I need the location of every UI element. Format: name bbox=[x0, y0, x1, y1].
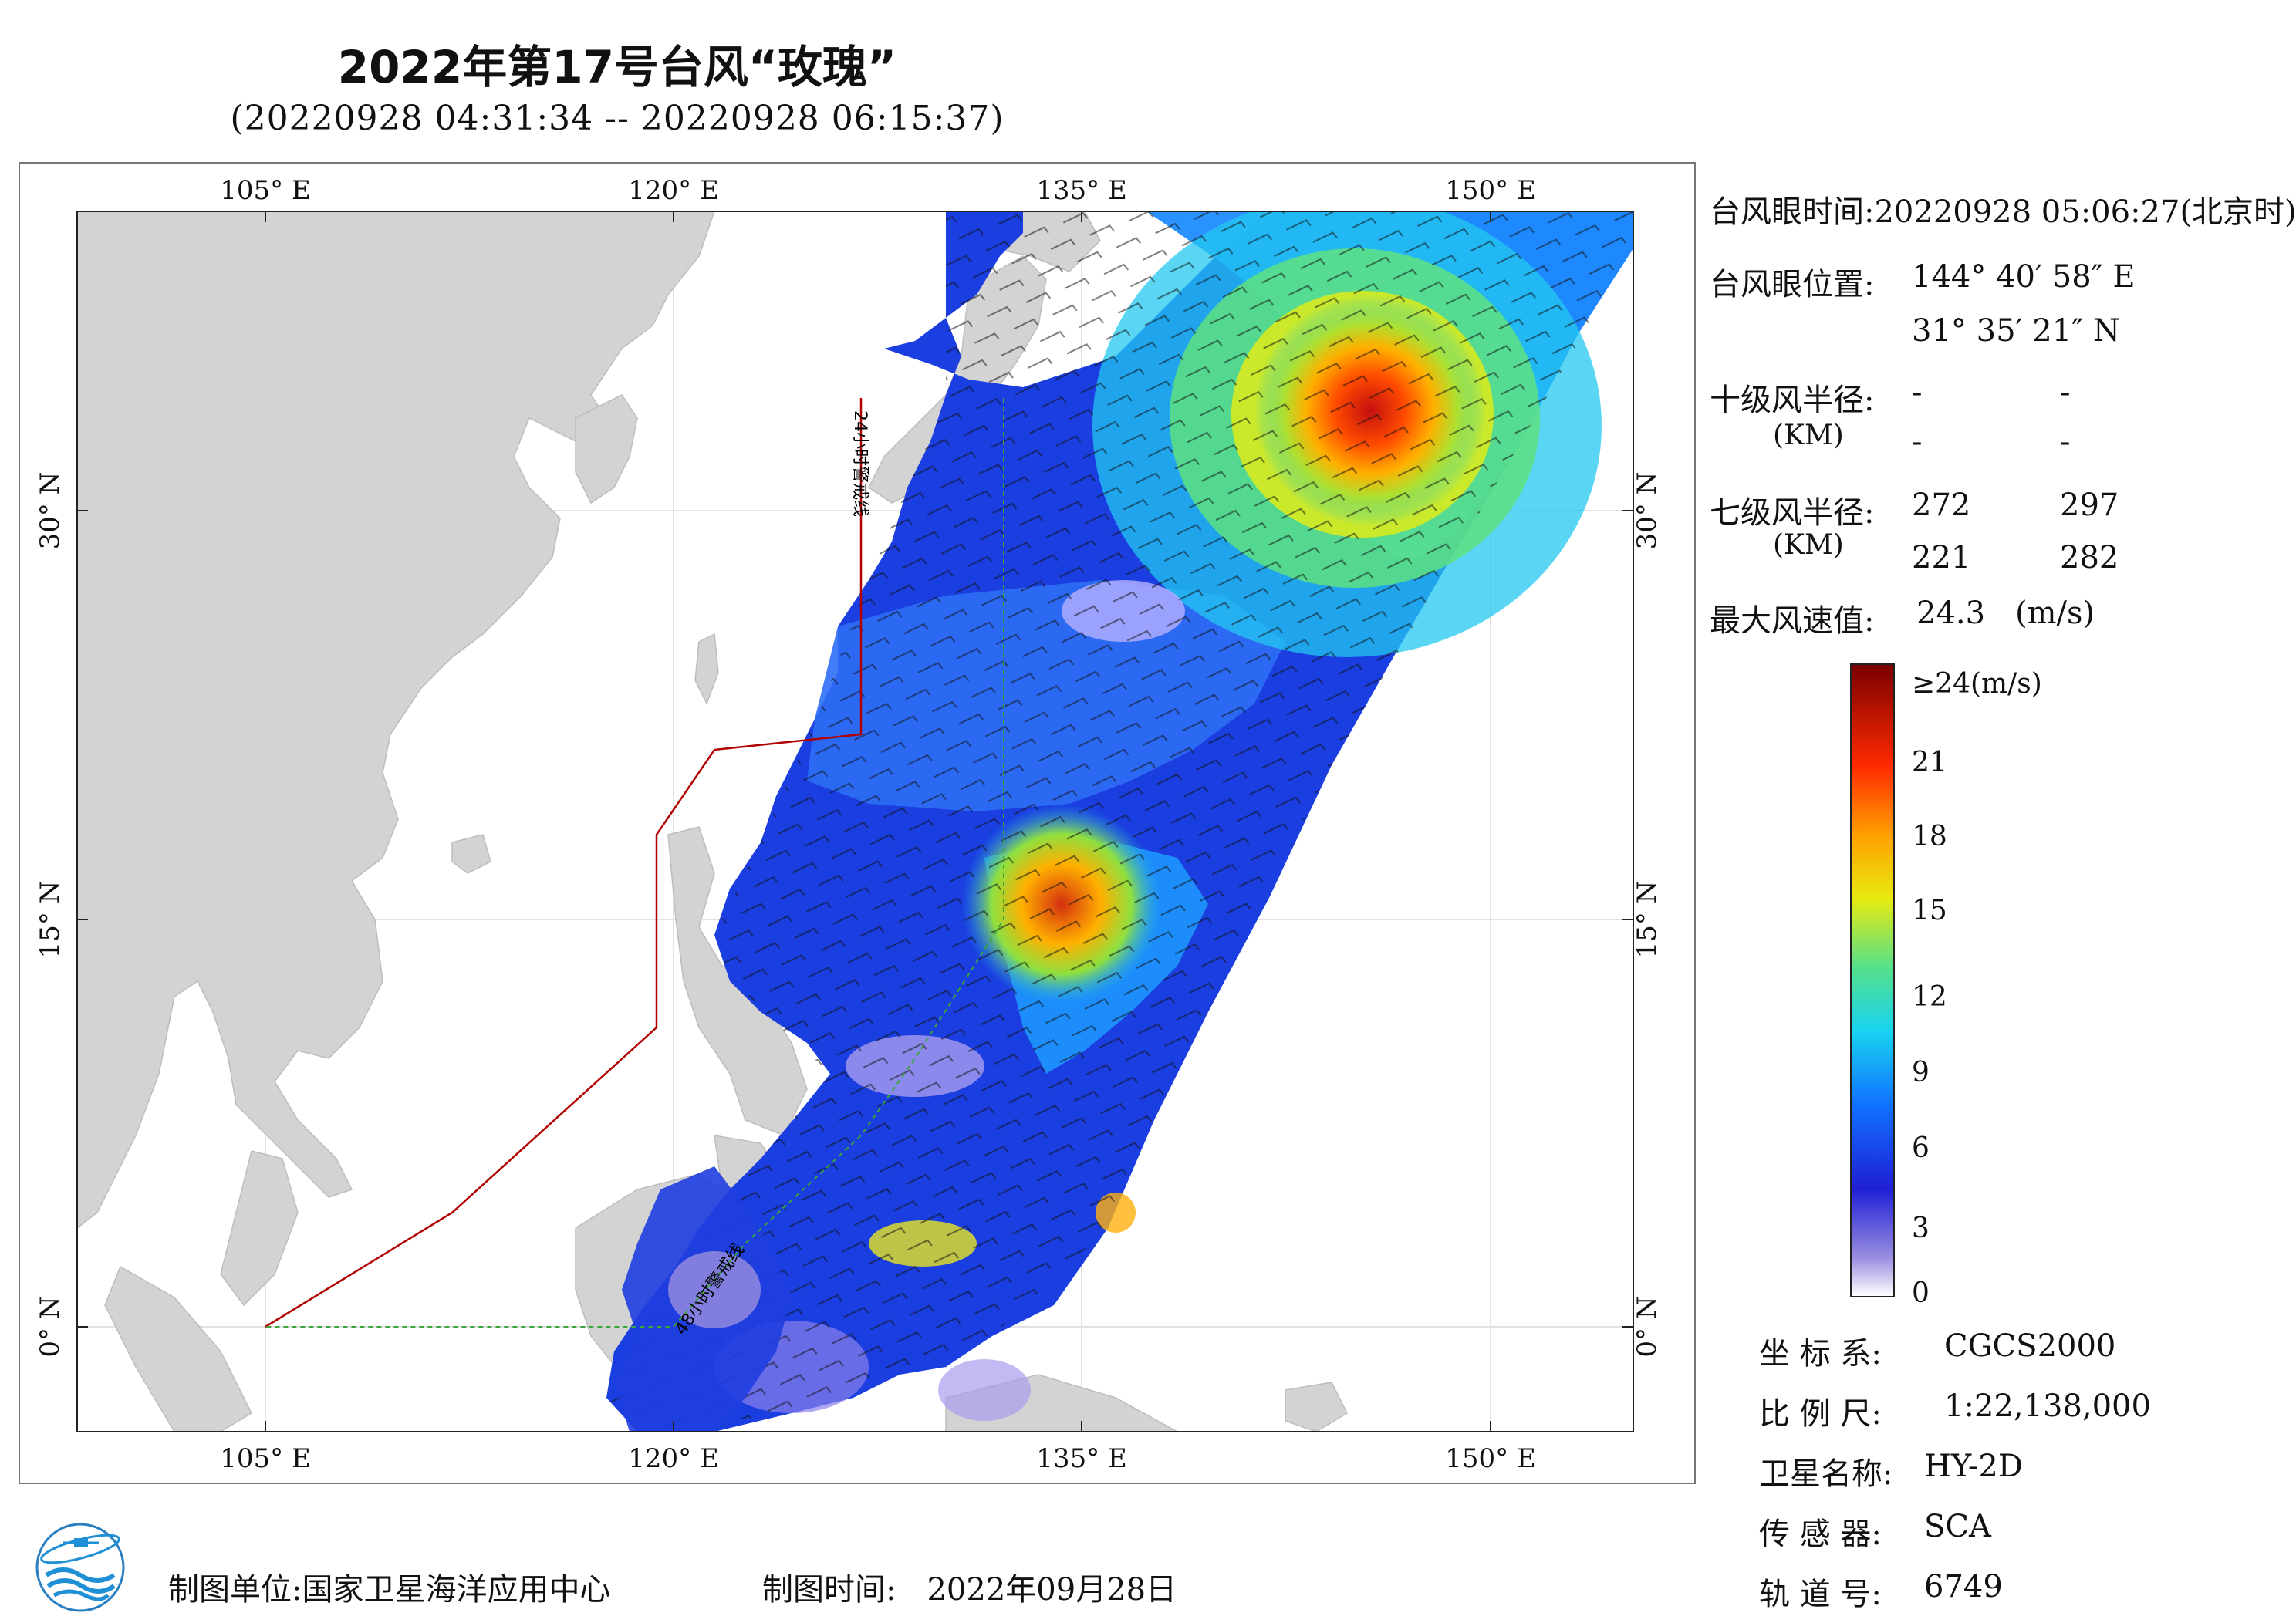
lon-label-top-105: 105° E bbox=[220, 175, 311, 206]
map-frame: 24小时警戒线 48小时警戒线 105° E 120° E 135° E 150… bbox=[19, 162, 1696, 1484]
nsoas-logo bbox=[35, 1523, 125, 1612]
sensor-label: 传 感 器: bbox=[1759, 1517, 1882, 1552]
colorbar-label-24: ≥24(m/s) bbox=[1912, 668, 2042, 700]
r7-unit: (KM) bbox=[1773, 529, 1844, 561]
warning-line-48h bbox=[265, 398, 1004, 1328]
eye-pos-row: 台风眼位置: bbox=[1710, 259, 1874, 304]
date-label: 制图时间: bbox=[762, 1572, 896, 1608]
lon-label-top-135: 135° E bbox=[1036, 175, 1127, 206]
eye-time-row: 台风眼时间:20220928 05:06:27(北京时) bbox=[1710, 187, 2296, 231]
scale-label: 比 例 尺: bbox=[1759, 1396, 1882, 1432]
colorbar-label-18: 18 bbox=[1912, 821, 1947, 852]
r10-label: 十级风半径: bbox=[1710, 383, 1875, 418]
lat-label-right-0: 0° N bbox=[1632, 1296, 1663, 1357]
footer-date: 制图时间: 2022年09月28日 bbox=[762, 1564, 1177, 1609]
orbit-label: 轨 道 号: bbox=[1759, 1577, 1882, 1612]
max-wind-label: 最大风速值: bbox=[1710, 603, 1875, 639]
colorbar-label-3: 3 bbox=[1912, 1213, 1930, 1244]
map-title: 2022年第17号台风“玫瑰” bbox=[337, 41, 897, 93]
max-wind-unit: (m/s) bbox=[2015, 596, 2095, 631]
satellite-label: 卫星名称: bbox=[1759, 1456, 1893, 1492]
colorbar-label-21: 21 bbox=[1912, 747, 1947, 778]
lat-label-right-30: 30° N bbox=[1632, 472, 1663, 550]
lon-label-bottom-150: 150° E bbox=[1445, 1443, 1536, 1474]
wind-swath-west bbox=[614, 1166, 792, 1432]
colorbar-label-9: 9 bbox=[1912, 1057, 1930, 1088]
max-wind-value: 24.3 bbox=[1916, 596, 1986, 631]
lat-label-left-0: 0° N bbox=[35, 1296, 66, 1357]
axis-ticks bbox=[77, 211, 1633, 1432]
satellite-value: HY-2D bbox=[1924, 1449, 2023, 1484]
sensor-value: SCA bbox=[1924, 1509, 1991, 1544]
wind-field-map[interactable]: 24小时警戒线 48小时警戒线 105° E 120° E 135° E 150… bbox=[20, 164, 1694, 1483]
scale-value: 1:22,138,000 bbox=[1944, 1388, 2151, 1424]
eye-time-label: 台风眼时间: bbox=[1710, 194, 1875, 230]
orbit-value: 6749 bbox=[1924, 1569, 2003, 1604]
r10-unit: (KM) bbox=[1773, 420, 1844, 451]
org-value: 国家卫星海洋应用中心 bbox=[302, 1572, 611, 1608]
colorbar-label-12: 12 bbox=[1912, 981, 1947, 1013]
colorbar-label-0: 0 bbox=[1912, 1277, 1930, 1309]
lon-label-bottom-135: 135° E bbox=[1036, 1443, 1127, 1474]
colorbar bbox=[1850, 663, 1895, 1297]
crs-value: CGCS2000 bbox=[1944, 1328, 2116, 1364]
r7-value-4: 282 bbox=[2060, 540, 2119, 575]
eye-pos-lat: 31° 35′ 21″ N bbox=[1912, 313, 2120, 349]
lon-label-bottom-105: 105° E bbox=[220, 1443, 311, 1474]
r10-value-2: - bbox=[2060, 375, 2071, 410]
footer-org: 制图单位:国家卫星海洋应用中心 bbox=[168, 1564, 610, 1609]
eye-pos-label: 台风眼位置: bbox=[1710, 267, 1875, 302]
plot-border bbox=[76, 211, 1634, 1432]
colorbar-label-6: 6 bbox=[1912, 1132, 1930, 1164]
r7-value-1: 272 bbox=[1912, 488, 1971, 523]
lon-label-top-120: 120° E bbox=[628, 175, 719, 206]
r7-value-3: 221 bbox=[1912, 540, 1971, 575]
r10-value-3: - bbox=[1912, 424, 1923, 460]
r7-value-2: 297 bbox=[2060, 488, 2119, 523]
colorbar-label-15: 15 bbox=[1912, 895, 1947, 926]
org-label: 制图单位: bbox=[168, 1572, 302, 1608]
lon-label-top-150: 150° E bbox=[1445, 175, 1536, 206]
crs-label: 坐 标 系: bbox=[1759, 1336, 1882, 1372]
r7-label: 七级风半径: bbox=[1710, 495, 1875, 531]
lat-label-left-15: 15° N bbox=[35, 881, 66, 959]
lon-label-bottom-120: 120° E bbox=[628, 1443, 719, 1474]
time-range: (20220928 04:31:34 -- 20220928 06:15:37) bbox=[230, 99, 1004, 138]
eye-pos-lon: 144° 40′ 58″ E bbox=[1912, 259, 2136, 295]
r10-value-1: - bbox=[1912, 375, 1923, 410]
r10-value-4: - bbox=[2060, 424, 2071, 460]
lat-label-right-15: 15° N bbox=[1632, 881, 1663, 959]
lat-label-left-30: 30° N bbox=[35, 472, 66, 550]
date-value: 2022年09月28日 bbox=[927, 1572, 1177, 1608]
eye-time-value: 20220928 05:06:27(北京时) bbox=[1874, 194, 2296, 230]
warning-24h-label: 24小时警戒线 bbox=[850, 410, 869, 517]
warning-line-24h bbox=[265, 398, 863, 1328]
wind-swath bbox=[606, 211, 1633, 1432]
